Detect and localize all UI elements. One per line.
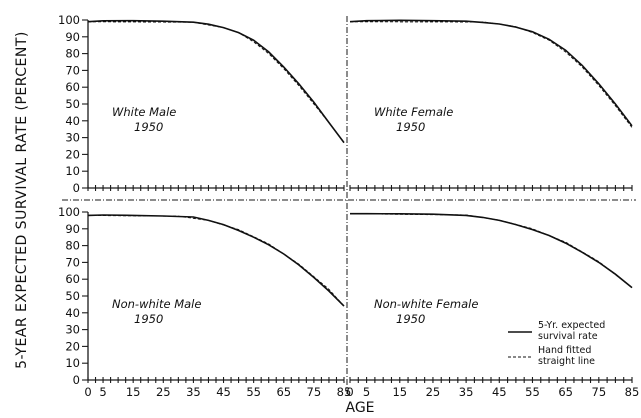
y-tick-label: 10 <box>65 164 80 178</box>
survival-rate-line <box>350 212 633 289</box>
x-tick-label: 45 <box>216 385 231 399</box>
x-tick-label: 15 <box>392 385 407 399</box>
x-tick-label: 75 <box>592 385 607 399</box>
y-tick-label: 100 <box>58 205 80 219</box>
y-tick-label: 90 <box>65 30 80 44</box>
y-tick-label: 0 <box>73 181 80 195</box>
y-tick-label: 60 <box>65 272 80 286</box>
fitted-straight-line <box>87 21 345 143</box>
y-tick-label: 50 <box>65 97 80 111</box>
survival-rate-line <box>87 214 345 307</box>
y-tick-label: 0 <box>73 373 80 387</box>
fitted-straight-line <box>349 21 633 128</box>
panel-year: 1950 <box>134 312 163 326</box>
x-tick-label: 15 <box>126 385 141 399</box>
y-tick-label: 80 <box>65 239 80 253</box>
x-tick-label: 65 <box>276 385 291 399</box>
y-tick-label: 70 <box>65 63 80 77</box>
panel-year: 1950 <box>134 120 163 134</box>
y-tick-label: 70 <box>65 255 80 269</box>
y-tick-label: 30 <box>65 323 80 337</box>
y-tick-label: 40 <box>65 114 80 128</box>
x-tick-label: 65 <box>558 385 573 399</box>
fitted-straight-line <box>349 213 633 288</box>
x-tick-label: 35 <box>459 385 474 399</box>
x-tick-label: 55 <box>525 385 540 399</box>
panel-title: White Male <box>112 105 176 119</box>
legend-solid-label-line-1: 5-Yr. expected <box>538 320 605 331</box>
x-axis-label: AGE <box>345 400 374 416</box>
x-tick-label: 55 <box>246 385 261 399</box>
x-tick-label: 25 <box>426 385 441 399</box>
y-tick-label: 30 <box>65 131 80 145</box>
y-tick-label: 40 <box>65 306 80 320</box>
y-axis-label: 5-YEAR EXPECTED SURVIVAL RATE (PERCENT) <box>14 31 30 369</box>
y-tick-label: 80 <box>65 47 80 61</box>
y-tick-label: 50 <box>65 289 80 303</box>
x-tick-label: 85 <box>337 385 352 399</box>
fitted-straight-line <box>87 214 345 307</box>
x-tick-label: 35 <box>186 385 201 399</box>
x-tick-label: 85 <box>625 385 640 399</box>
legend-dashed-label-line-2: straight line <box>538 356 595 367</box>
panel-year: 1950 <box>396 120 425 134</box>
legend-solid-label-line-2: survival rate <box>538 331 598 342</box>
x-tick-label: 0 <box>346 385 353 399</box>
legend: 5-Yr. expected survival rate Hand fitted… <box>508 320 605 367</box>
x-tick-label: 5 <box>363 385 370 399</box>
x-tick-label: 5 <box>99 385 106 399</box>
panel-title: Non-white Male <box>112 297 201 311</box>
survival-rate-line <box>87 19 345 144</box>
y-tick-label: 60 <box>65 80 80 94</box>
x-tick-label: 0 <box>84 385 91 399</box>
y-tick-label: 100 <box>58 13 80 27</box>
x-tick-label: 45 <box>492 385 507 399</box>
x-tick-label: 25 <box>156 385 171 399</box>
y-tick-label: 90 <box>65 222 80 236</box>
panel-year: 1950 <box>396 312 425 326</box>
y-tick-label: 20 <box>65 339 80 353</box>
y-tick-label: 10 <box>65 356 80 370</box>
legend-dashed-label-line-1: Hand fitted <box>538 345 591 356</box>
panel-dividers <box>62 16 636 394</box>
panel-title: Non-white Female <box>374 297 478 311</box>
x-tick-label: 75 <box>307 385 322 399</box>
y-tick-label: 20 <box>65 147 80 161</box>
panel-title: White Female <box>374 105 453 119</box>
